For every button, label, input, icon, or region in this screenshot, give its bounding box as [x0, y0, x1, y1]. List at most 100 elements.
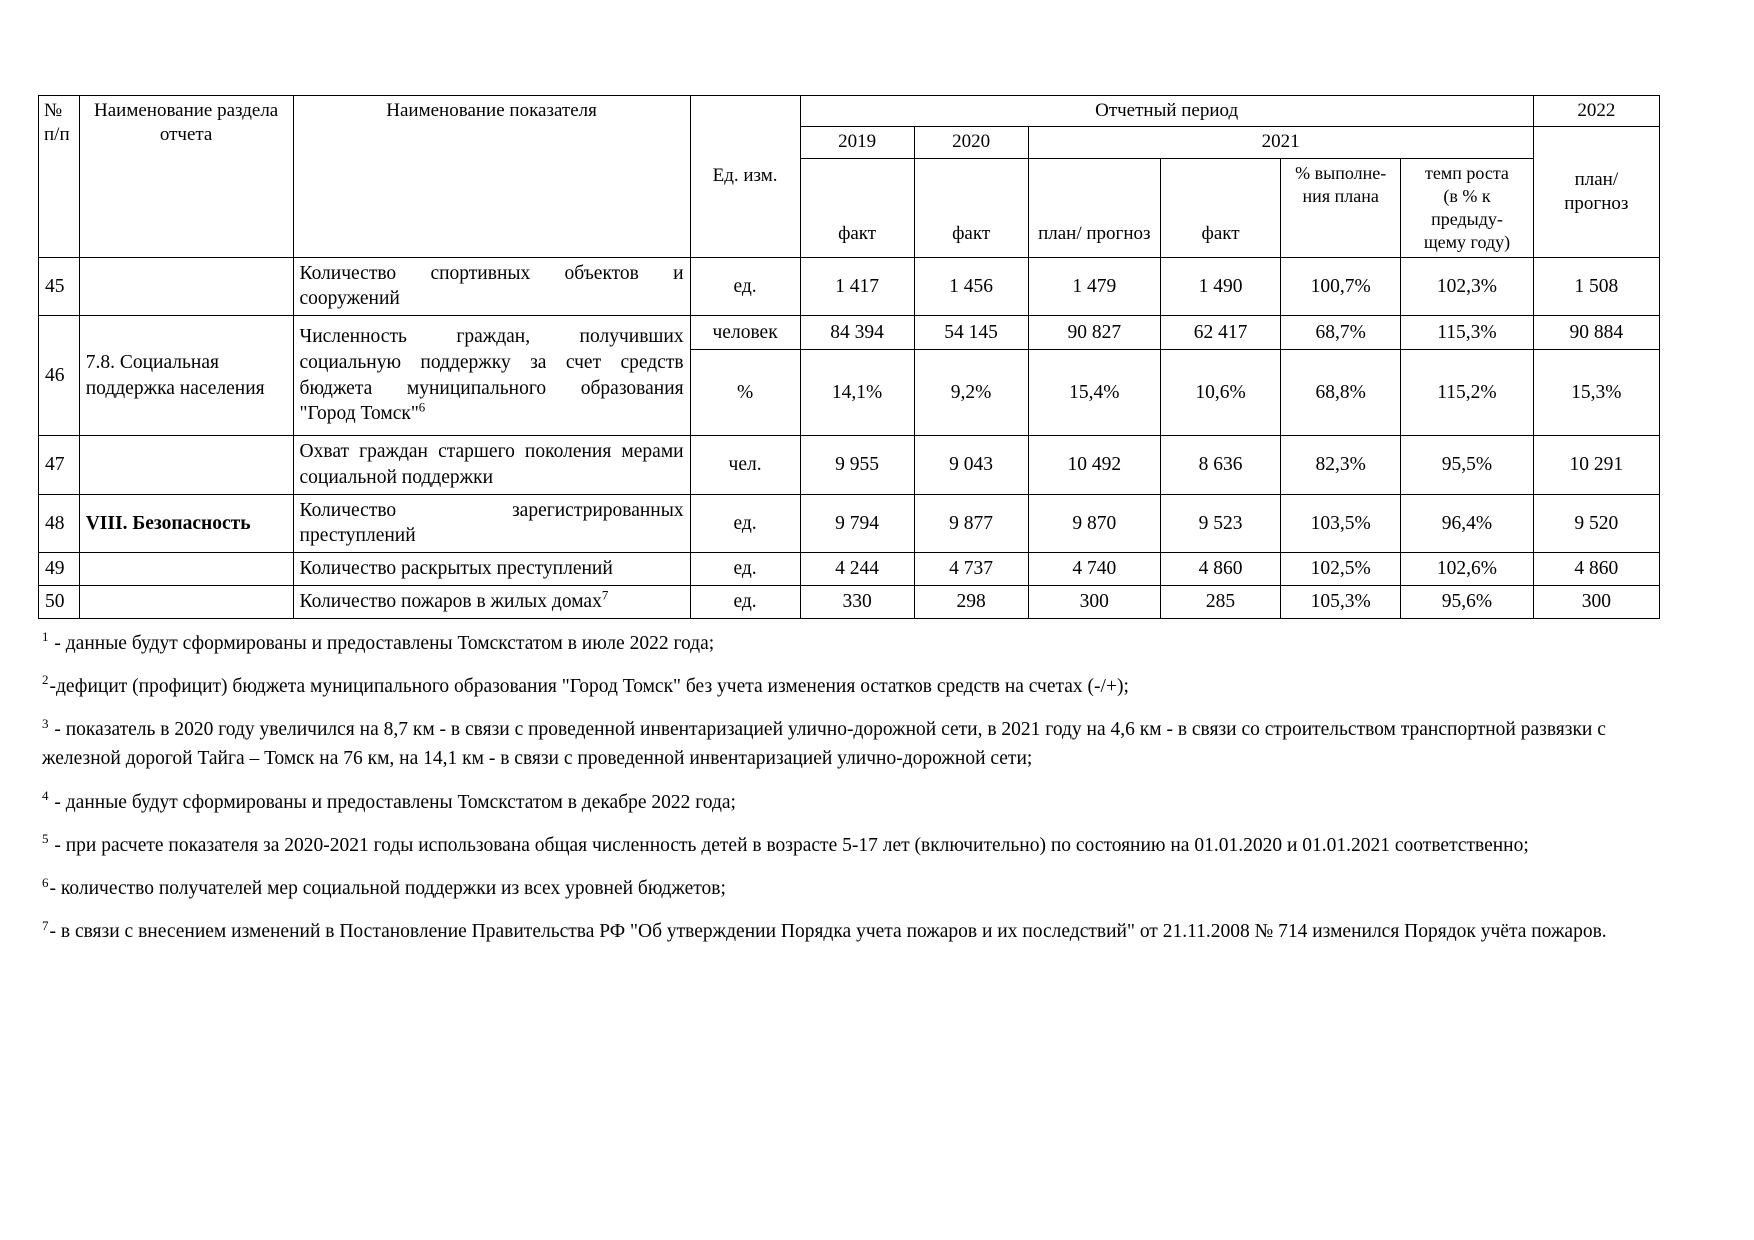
- header-growth-line1: темп роста: [1425, 162, 1509, 183]
- header-year-2021: 2021: [1027, 126, 1534, 159]
- footnote: 6- количество получателей мер социальной…: [38, 874, 1660, 903]
- footnote-marker: 5: [42, 831, 49, 847]
- cell-fact-2019: 4 244: [799, 552, 915, 586]
- cell-growth-rate: 102,3%: [1400, 256, 1534, 317]
- cell-number: 45: [38, 256, 80, 317]
- cell-fact-2019: 84 394: [799, 315, 915, 351]
- cell-number: 50: [38, 584, 80, 619]
- header-section: Наименование раздела отчета: [78, 95, 294, 258]
- cell-fact-2020: 298: [913, 584, 1029, 619]
- footnote-text: - при расчете показателя за 2020-2021 го…: [49, 834, 1529, 856]
- cell-indicator: Количество зарегистрированных преступлен…: [292, 493, 691, 554]
- footnote-ref: 6: [418, 400, 426, 415]
- footnote-marker: 4: [42, 788, 49, 804]
- table-row: 49 Количество раскрытых преступлений ед.…: [38, 552, 1661, 586]
- footnote-text: - в связи с внесением изменений в Постан…: [49, 921, 1607, 943]
- table-row: % 14,1% 9,2% 15,4% 10,6% 68,8% 115,2% 15,3%: [39, 349, 1661, 437]
- indicator-text: Количество пожаров в жилых домах: [299, 590, 602, 612]
- indicator-text: Численность граждан, получивших социальн…: [299, 326, 684, 425]
- cell-fact-2019: 330: [799, 584, 915, 619]
- footnote: 7- в связи с внесением изменений в Поста…: [38, 917, 1660, 946]
- footnotes-block: 1 - данные будут сформированы и предоста…: [38, 629, 1660, 947]
- cell-pct-plan: 100,7%: [1280, 256, 1402, 317]
- cell-fact-2021: 1 490: [1159, 256, 1282, 317]
- cell-growth-rate: 115,3%: [1400, 315, 1534, 351]
- cell-fact-2021: 8 636: [1159, 435, 1282, 495]
- indicator-text: Количество спортивных объектов и сооруже…: [299, 262, 684, 310]
- header-row-2: 2019 2020 2021 план/ прогноз: [39, 126, 1661, 258]
- header-pct-plan-line1: % выполне-: [1295, 162, 1387, 183]
- footnote-ref: 7: [601, 588, 609, 603]
- cell-plan-2022: 300: [1532, 584, 1661, 619]
- cell-plan-2021: 300: [1027, 584, 1161, 619]
- header-pct-plan: % выполне- ния плана: [1280, 157, 1402, 258]
- cell-fact-2021: 10,6%: [1159, 349, 1282, 437]
- header-section-line1: Наименование раздела: [94, 100, 279, 121]
- footnote-marker: 7: [42, 917, 49, 933]
- header-fact-2021: факт: [1159, 157, 1282, 258]
- cell-number: 49: [38, 552, 80, 586]
- cell-indicator: Численность граждан, получивших социальн…: [292, 315, 691, 437]
- cell-indicator: Количество пожаров в жилых домах7: [292, 584, 691, 619]
- cell-unit: ед.: [689, 493, 801, 554]
- cell-fact-2019: 14,1%: [799, 349, 915, 437]
- cell-fact-2020: 4 737: [913, 552, 1029, 586]
- cell-plan-2021: 4 740: [1027, 552, 1161, 586]
- cell-pct-plan: 82,3%: [1280, 435, 1402, 495]
- table-body: 45 Количество спортивных объектов и соор…: [38, 256, 1661, 619]
- cell-unit: ед.: [689, 256, 801, 317]
- footnote-marker: 2: [42, 672, 49, 688]
- header-growth-line3: предыду-: [1431, 208, 1503, 229]
- header-fact-2019: факт: [799, 157, 915, 258]
- cell-fact-2020: 9 877: [913, 493, 1029, 554]
- cell-fact-2019: 1 417: [799, 256, 915, 317]
- cell-growth-rate: 96,4%: [1400, 493, 1534, 554]
- header-section-line2: отчета: [159, 124, 213, 146]
- cell-section: [78, 256, 294, 317]
- cell-indicator: Количество спортивных объектов и сооруже…: [292, 256, 691, 317]
- footnote: 1 - данные будут сформированы и предоста…: [38, 629, 1660, 658]
- header-fact-2020: факт: [913, 157, 1029, 258]
- cell-plan-2021: 1 479: [1027, 256, 1161, 317]
- cell-plan-2021: 10 492: [1027, 435, 1161, 495]
- cell-unit: чел.: [689, 435, 801, 495]
- footnote: 2-дефицит (профицит) бюджета муниципальн…: [38, 672, 1660, 701]
- cell-pct-plan: 105,3%: [1280, 584, 1402, 619]
- table-row: 50 Количество пожаров в жилых домах7 ед.…: [38, 584, 1661, 619]
- header-pct-plan-line2: ния плана: [1302, 185, 1379, 206]
- cell-plan-2022: 15,3%: [1532, 349, 1661, 437]
- table-header: № п/п Наименование раздела отчета Наимен…: [38, 94, 1661, 258]
- cell-section: [78, 435, 294, 495]
- header-number-line1: №: [44, 100, 63, 121]
- header-growth-line2: (в % к: [1443, 185, 1491, 206]
- cell-unit: ед.: [689, 552, 801, 586]
- footnote-text: -дефицит (профицит) бюджета муниципально…: [49, 675, 1129, 697]
- cell-plan-2021: 90 827: [1027, 315, 1161, 351]
- cell-plan-2022: 9 520: [1532, 493, 1661, 554]
- cell-fact-2021: 285: [1159, 584, 1282, 619]
- footnote-text: - данные будут сформированы и предоставл…: [49, 791, 736, 813]
- cell-fact-2020: 54 145: [913, 315, 1029, 351]
- header-year-2020: 2020: [913, 126, 1029, 159]
- indicator-text: Охват граждан старшего поколения мерами …: [299, 441, 684, 488]
- header-plan-2021: план/ прогноз: [1027, 157, 1161, 258]
- cell-fact-2019: 9 794: [799, 493, 915, 554]
- header-plan-2022: план/ прогноз: [1532, 126, 1661, 258]
- cell-unit: человек: [689, 315, 801, 351]
- report-table: № п/п Наименование раздела отчета Наимен…: [38, 94, 1661, 619]
- header-year-2022: 2022: [1532, 94, 1661, 128]
- cell-unit: ед.: [689, 584, 801, 619]
- cell-pct-plan: 68,7%: [1280, 315, 1402, 351]
- cell-plan-2022: 4 860: [1532, 552, 1661, 586]
- cell-indicator: Количество раскрытых преступлений: [292, 552, 691, 586]
- header-number-line2: п/п: [44, 124, 70, 146]
- header-plan-2022-line1: план/: [1574, 168, 1619, 190]
- cell-fact-2020: 1 456: [913, 256, 1029, 317]
- header-year-2019: 2019: [799, 126, 915, 159]
- header-growth-line4: щему году): [1423, 231, 1511, 252]
- cell-pct-plan: 68,8%: [1280, 349, 1402, 437]
- cell-growth-rate: 115,2%: [1400, 349, 1534, 437]
- cell-indicator: Охват граждан старшего поколения мерами …: [292, 435, 691, 495]
- footnote-text: - данные будут сформированы и предоставл…: [49, 632, 715, 654]
- cell-fact-2021: 9 523: [1159, 493, 1282, 554]
